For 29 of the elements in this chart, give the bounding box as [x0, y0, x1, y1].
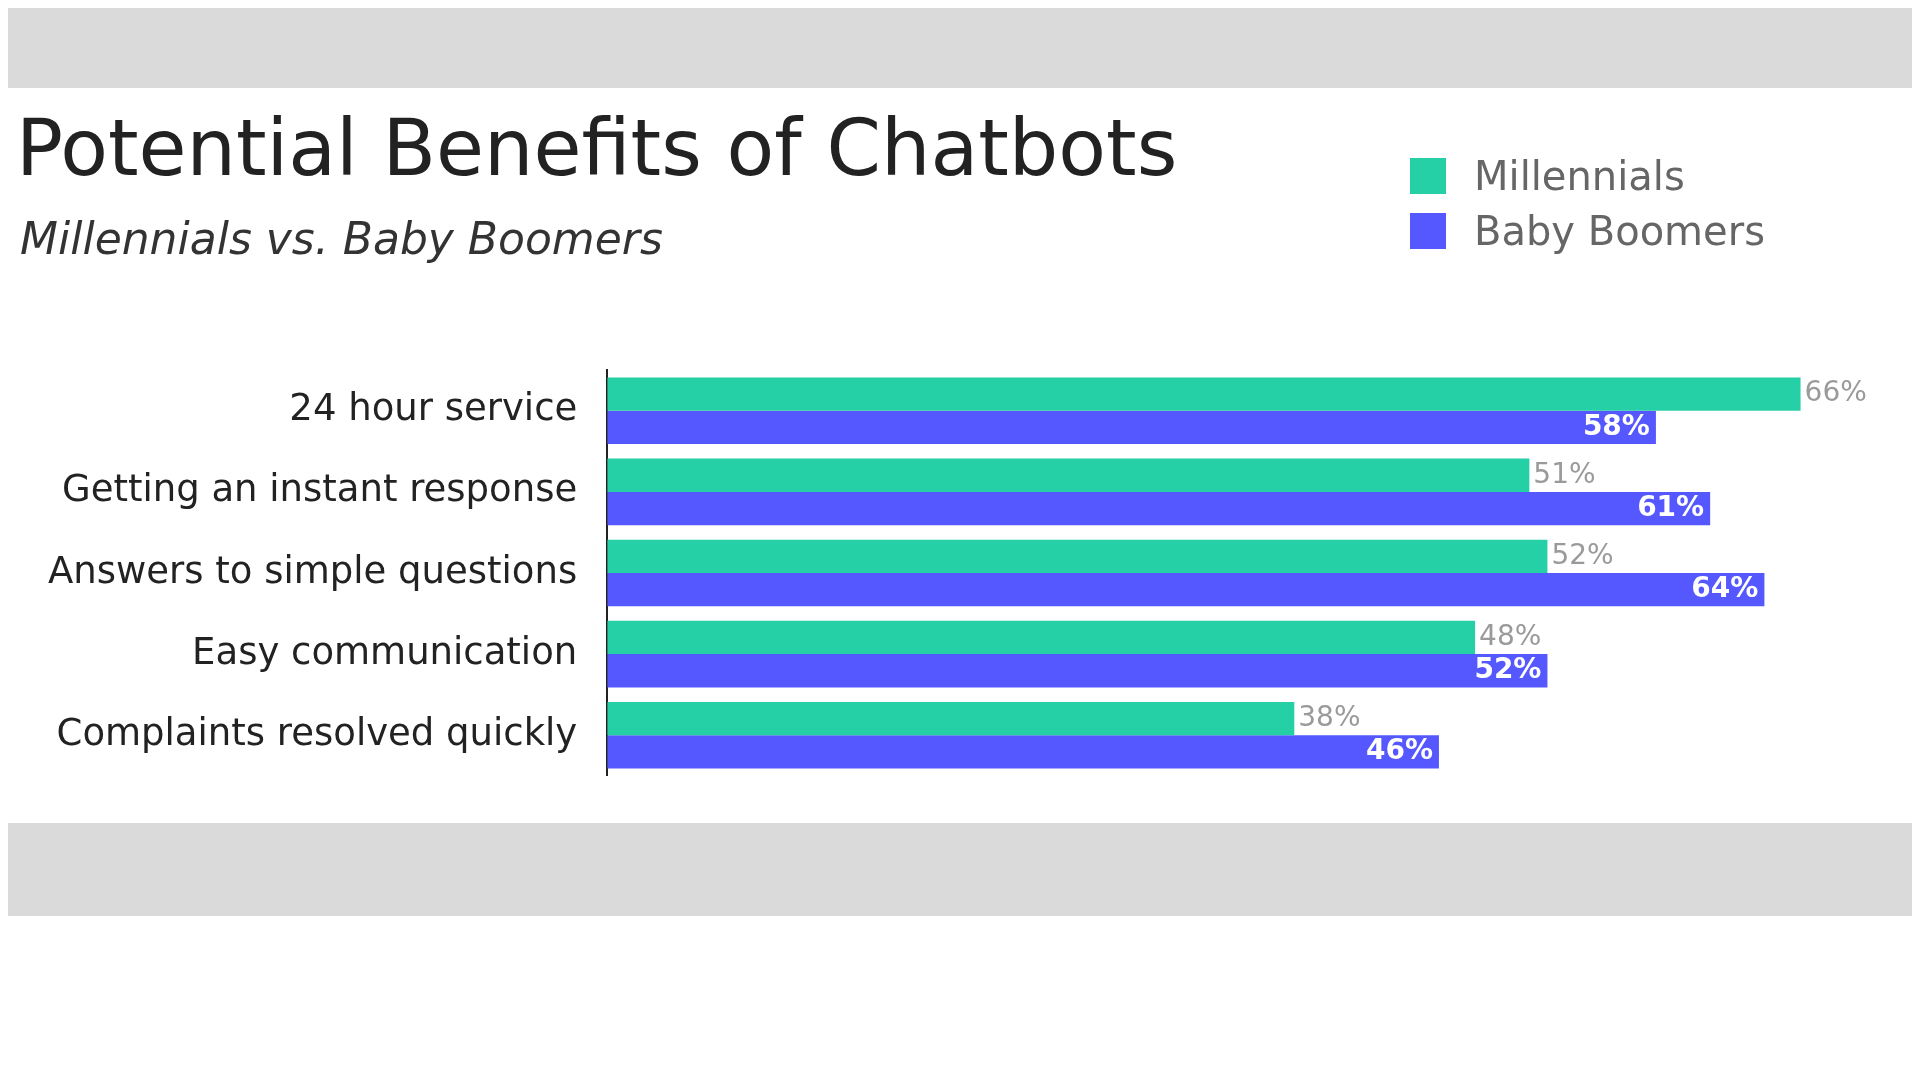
bar [607, 620, 1476, 655]
data-label: 48% [1479, 618, 1542, 652]
data-label: 66% [1804, 375, 1867, 409]
bar [607, 735, 1439, 769]
bar [607, 491, 1711, 526]
bar [607, 701, 1295, 736]
y-tick-label: Complaints resolved quickly [56, 710, 578, 754]
data-label: 52% [1551, 537, 1614, 571]
data-label: 52% [1474, 652, 1542, 686]
data-label: 61% [1637, 489, 1705, 523]
bar [607, 654, 1548, 688]
bar [607, 458, 1530, 492]
chart-subtitle: Millennials vs. Baby Boomers [20, 213, 663, 264]
y-tick-label: Answers to simple questions [47, 548, 578, 592]
bar [607, 539, 1548, 573]
data-label: 46% [1365, 733, 1433, 767]
bar [607, 410, 1656, 445]
bar [607, 573, 1765, 607]
data-label: 51% [1533, 456, 1596, 490]
data-label: 64% [1691, 570, 1759, 604]
data-label: 38% [1298, 699, 1361, 733]
chart-title: Potential Benefits of Chatbots [16, 103, 1178, 193]
bar [607, 377, 1801, 411]
y-tick-label: Easy communication [192, 629, 578, 673]
legend-label: Millennials [1474, 152, 1685, 199]
y-tick-label: Getting an instant response [61, 467, 578, 511]
data-label: 58% [1582, 408, 1650, 442]
y-tick-label: 24 hour service [289, 386, 578, 430]
legend-label: Baby Boomers [1474, 207, 1765, 254]
